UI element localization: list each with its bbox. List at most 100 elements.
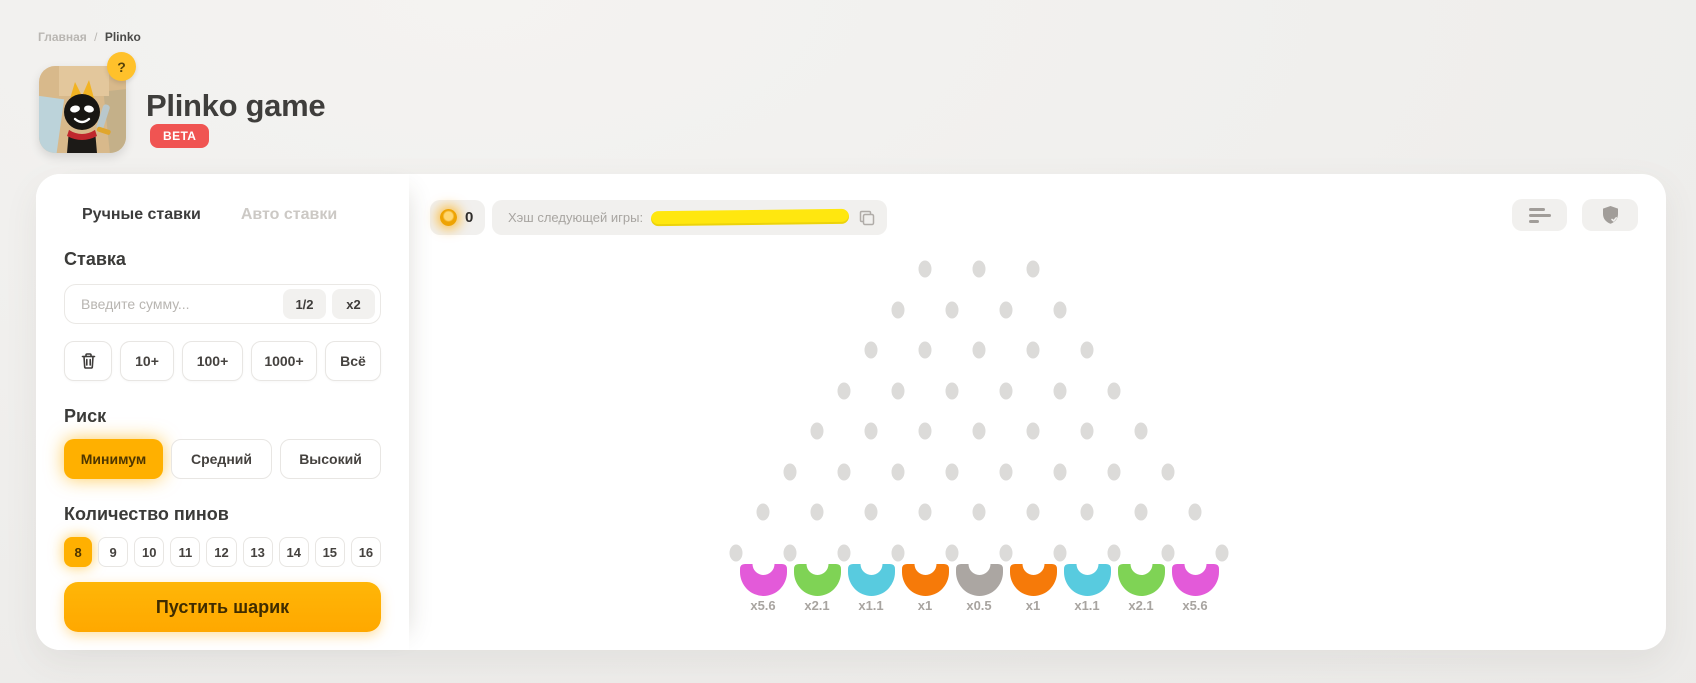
bet-sidebar: Ручные ставки Авто ставки Ставка 1/2 x2 … — [36, 174, 409, 650]
peg — [837, 544, 851, 561]
coin-icon — [440, 209, 457, 226]
peg — [1026, 422, 1040, 440]
pins-9-button[interactable]: 9 — [98, 537, 129, 567]
peg — [972, 260, 986, 278]
peg — [1134, 503, 1148, 521]
drop-ball-button[interactable]: Пустить шарик — [64, 582, 381, 632]
pins-11-button[interactable]: 11 — [170, 537, 201, 567]
peg — [837, 382, 851, 399]
slot-multiplier: x2.1 — [1128, 598, 1154, 613]
quick-bet-row: 10+ 100+ 1000+ Всё — [64, 341, 381, 381]
peg — [1053, 463, 1067, 480]
peg — [945, 544, 959, 561]
slot-multiplier: x0.5 — [966, 598, 992, 613]
bet-mode-tabs: Ручные ставки Авто ставки — [82, 206, 381, 224]
game-area: 0 Хэш следующей игры: x5.6 x2.1 x1.1 x1 — [409, 174, 1666, 650]
peg — [864, 422, 878, 440]
tab-auto-bets[interactable]: Авто ставки — [240, 206, 338, 223]
peg — [1026, 503, 1040, 521]
page-title: Plinko game — [146, 88, 326, 123]
peg — [999, 382, 1013, 399]
fairness-button[interactable] — [1582, 199, 1638, 231]
main-card: Ручные ставки Авто ставки Ставка 1/2 x2 … — [36, 174, 1666, 650]
risk-high-button[interactable]: Высокий — [280, 439, 381, 479]
clear-bet-button[interactable] — [64, 341, 112, 381]
pins-15-button[interactable]: 15 — [314, 537, 345, 567]
peg — [972, 503, 986, 521]
game-avatar — [39, 66, 126, 153]
bet-heading: Ставка — [64, 249, 126, 269]
peg — [1080, 341, 1094, 359]
peg — [945, 463, 959, 480]
quick-bet-1000-button[interactable]: 1000+ — [251, 341, 317, 381]
pins-8-button[interactable]: 8 — [64, 537, 93, 567]
trash-icon — [81, 353, 95, 369]
bet-amount-input[interactable] — [81, 296, 277, 312]
peg — [1053, 544, 1067, 561]
multiplier-slot — [955, 562, 1004, 601]
half-bet-button[interactable]: 1/2 — [283, 289, 326, 319]
slot-multiplier: x5.6 — [750, 598, 776, 613]
peg — [1107, 463, 1121, 480]
risk-heading: Риск — [64, 406, 107, 426]
peg — [918, 503, 932, 521]
pins-heading: Количество пинов — [64, 504, 229, 524]
pins-options-row: 8 9 10 11 12 13 14 15 16 — [64, 537, 381, 567]
peg — [945, 301, 959, 318]
peg — [918, 341, 932, 359]
peg — [1080, 422, 1094, 440]
peg — [756, 503, 770, 521]
game-history-button[interactable] — [1512, 199, 1567, 231]
pins-12-button[interactable]: 12 — [206, 537, 237, 567]
peg — [1161, 544, 1175, 561]
peg — [891, 463, 905, 480]
risk-minimum-button[interactable]: Минимум — [64, 439, 163, 479]
help-badge[interactable]: ? — [107, 52, 136, 81]
multiplier-slot — [739, 562, 788, 601]
quick-bet-100-button[interactable]: 100+ — [182, 341, 243, 381]
peg — [999, 544, 1013, 561]
multiplier-slot — [1063, 562, 1112, 601]
slot-multiplier: x1.1 — [1074, 598, 1100, 613]
slot-multiplier: x2.1 — [804, 598, 830, 613]
breadcrumb-home-link[interactable]: Главная — [38, 30, 87, 44]
peg — [999, 463, 1013, 480]
slot-multiplier: x1 — [917, 598, 933, 613]
peg — [837, 463, 851, 480]
risk-medium-button[interactable]: Средний — [171, 439, 272, 479]
peg — [918, 260, 932, 278]
peg — [945, 382, 959, 399]
peg — [810, 503, 824, 521]
peg — [972, 341, 986, 359]
risk-options-row: Минимум Средний Высокий — [64, 439, 381, 479]
hash-label: Хэш следующей игры: — [508, 210, 644, 225]
quick-bet-10-button[interactable]: 10+ — [120, 341, 174, 381]
balance-value: 0 — [465, 209, 474, 226]
peg — [864, 341, 878, 359]
plinko-board: x5.6 x2.1 x1.1 x1 x0.5 x1 x1.1 x2.1 x5.6 — [409, 174, 1666, 650]
multiplier-slot — [1171, 562, 1220, 601]
copy-hash-button[interactable] — [859, 210, 875, 226]
peg — [1215, 544, 1229, 561]
peg — [1107, 382, 1121, 399]
pins-13-button[interactable]: 13 — [242, 537, 273, 567]
peg — [1161, 463, 1175, 480]
peg — [891, 382, 905, 399]
history-list-icon — [1528, 207, 1551, 223]
peg — [1134, 422, 1148, 440]
multiplier-slot — [793, 562, 842, 601]
multiplier-slot — [847, 562, 896, 601]
bet-amount-field: 1/2 x2 — [64, 284, 381, 324]
peg — [864, 503, 878, 521]
peg — [783, 463, 797, 480]
peg — [1053, 301, 1067, 318]
peg — [1080, 503, 1094, 521]
quick-bet-all-button[interactable]: Всё — [325, 341, 381, 381]
peg — [891, 301, 905, 318]
peg — [918, 422, 932, 440]
pins-14-button[interactable]: 14 — [278, 537, 309, 567]
pins-10-button[interactable]: 10 — [134, 537, 165, 567]
tab-manual-bets[interactable]: Ручные ставки — [82, 206, 201, 223]
pins-16-button[interactable]: 16 — [350, 537, 381, 567]
double-bet-button[interactable]: x2 — [332, 289, 375, 319]
